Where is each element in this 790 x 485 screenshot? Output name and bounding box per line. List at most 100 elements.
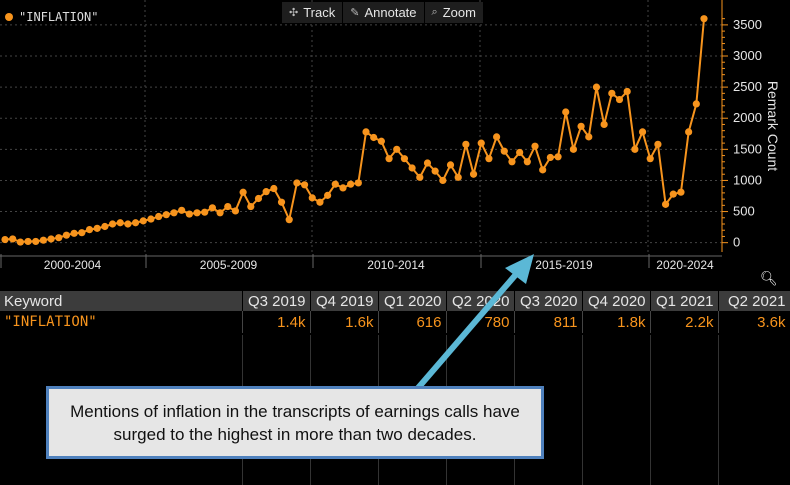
data-point — [231, 207, 240, 215]
data-point — [516, 148, 524, 157]
data-point — [208, 204, 216, 212]
data-point — [108, 220, 117, 228]
annotation-text: Mentions of inflation in the transcripts… — [70, 401, 520, 444]
data-point — [661, 200, 670, 208]
data-point — [78, 229, 86, 237]
data-point — [239, 188, 247, 196]
data-point — [370, 133, 378, 142]
data-point — [47, 235, 55, 243]
data-point — [185, 210, 193, 218]
data-point — [508, 158, 516, 166]
data-point — [24, 237, 32, 246]
data-point — [39, 236, 48, 244]
data-point — [155, 212, 163, 221]
legend-label: "INFLATION" — [19, 10, 99, 24]
zoom-label: Zoom — [442, 5, 476, 20]
data-point — [293, 179, 301, 187]
pencil-icon: ✎ — [350, 7, 360, 19]
data-point — [147, 215, 155, 223]
magnifier-icon: ⌕ — [431, 6, 438, 18]
data-point — [631, 145, 639, 153]
table-header-cell[interactable]: Q4 2019 — [310, 291, 379, 311]
legend-dot-icon — [5, 13, 13, 21]
data-point — [193, 209, 201, 217]
table-header-cell[interactable]: Q2 2021 — [718, 291, 790, 311]
crosshair-icon: ✣ — [289, 7, 299, 19]
table-header-cell[interactable]: Q4 2020 — [582, 291, 651, 311]
data-point — [623, 87, 631, 96]
data-point — [539, 166, 547, 174]
x-tick-label: 2000-2004 — [44, 258, 102, 272]
data-point — [116, 219, 124, 227]
data-point — [454, 173, 462, 181]
data-point — [285, 216, 293, 224]
data-point — [546, 153, 554, 162]
table-row[interactable]: "INFLATION" 1.4k 1.6k 616 780 811 1.8k 2… — [0, 311, 790, 333]
data-point — [277, 198, 286, 206]
data-point — [677, 188, 685, 196]
data-point — [1, 235, 9, 244]
data-point — [700, 15, 708, 23]
data-point — [9, 235, 17, 243]
data-point — [493, 133, 501, 141]
data-point — [178, 206, 186, 214]
value-cell: 2.2k — [650, 311, 719, 333]
value-cell: 811 — [514, 311, 583, 333]
table-header-cell[interactable]: Q3 2020 — [514, 291, 583, 311]
data-point — [70, 229, 78, 237]
data-point — [385, 155, 393, 163]
table-header-cell[interactable]: Q1 2020 — [378, 291, 447, 311]
table-header-cell[interactable]: Q1 2021 — [650, 291, 719, 311]
column-divider — [582, 335, 583, 485]
data-point — [469, 170, 478, 178]
data-point — [16, 238, 24, 246]
data-point — [254, 194, 263, 203]
data-point — [32, 237, 40, 246]
y-tick-label: 1000 — [733, 172, 762, 187]
value-cell: 780 — [446, 311, 515, 333]
data-point — [615, 95, 624, 104]
data-point — [247, 202, 255, 211]
annotate-button[interactable]: ✎ Annotate — [343, 2, 425, 23]
data-point — [485, 155, 493, 163]
data-point — [324, 191, 332, 199]
data-point — [139, 217, 147, 225]
data-point — [377, 137, 385, 145]
x-tick-label: 2015-2019 — [535, 258, 593, 272]
column-divider — [718, 335, 719, 485]
data-point — [416, 173, 424, 181]
data-point — [308, 194, 316, 202]
legend[interactable]: "INFLATION" — [5, 10, 98, 24]
data-point — [423, 159, 432, 167]
line-chart[interactable]: 0 500 1000 1500 2000 2500 3000 3500 Remark Count… — [0, 0, 790, 290]
data-table: Keyword Q3 2019 Q4 2019 Q1 2020 Q2 2020 … — [0, 291, 790, 333]
chart-area: 0 500 1000 1500 2000 2500 3000 3500 Remark Count… — [0, 0, 790, 290]
data-point — [646, 155, 654, 163]
data-point — [162, 211, 170, 219]
value-cell: 1.4k — [242, 311, 311, 333]
zoom-plus-icon[interactable]: 🔍︎ — [760, 270, 778, 286]
zoom-button[interactable]: ⌕ Zoom — [424, 2, 484, 23]
table-header-cell[interactable]: Q2 2020 — [446, 291, 515, 311]
data-point — [262, 188, 270, 196]
data-point — [654, 140, 662, 148]
data-point — [554, 153, 562, 161]
data-point — [216, 209, 224, 217]
data-point — [562, 108, 570, 116]
y-axis-label: Remark Count — [765, 81, 781, 171]
data-point — [270, 184, 278, 193]
value-cell: 1.8k — [582, 311, 651, 333]
data-point — [101, 222, 109, 231]
data-point — [608, 89, 616, 97]
y-tick-label: 3000 — [733, 48, 762, 63]
track-button[interactable]: ✣ Track — [282, 2, 344, 23]
data-point — [669, 190, 677, 198]
data-point — [477, 139, 485, 147]
data-point — [408, 164, 416, 172]
data-point — [62, 231, 71, 239]
data-point — [85, 226, 94, 234]
value-cell: 1.6k — [310, 311, 379, 333]
table-header-cell[interactable]: Q3 2019 — [242, 291, 311, 311]
data-point — [523, 158, 531, 166]
table-header-cell[interactable]: Keyword — [0, 291, 243, 311]
